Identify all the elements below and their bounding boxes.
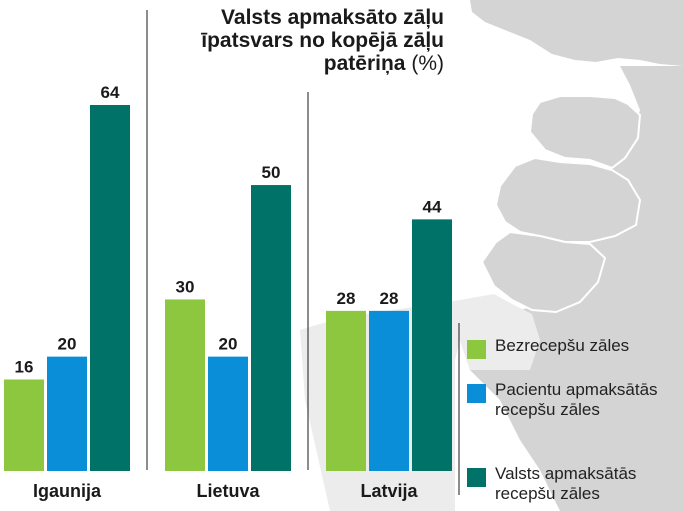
legend-swatch-teal [467,468,486,487]
map-lithuania-shape [480,230,607,314]
value-label-igaunija-series-3: 64 [101,83,120,102]
legend-item-valsts: Valsts apmaksātās recepšu zāles [467,464,670,504]
value-label-latvija-series-1: 28 [337,289,356,308]
bar-latvija-series-2 [369,310,409,471]
category-label-igaunija: Igaunija [33,481,102,501]
chart-title-unit: (%) [411,52,444,75]
value-label-latvija-series-3: 44 [423,197,442,216]
value-label-lietuva-series-1: 30 [176,277,195,296]
map-finland-shape [470,0,683,66]
value-label-igaunija-series-2: 20 [58,335,77,354]
bar-lietuva-series-2 [208,356,248,471]
value-label-lietuva-series-2: 20 [219,335,238,354]
legend-item-pacientu: Pacientu apmaksātās recepšu zāles [467,380,670,420]
bar-lietuva-series-1 [165,299,205,471]
chart-title-line-3: patēriņa (%) [150,52,444,75]
legend-label-valsts: Valsts apmaksātās recepšu zāles [495,464,637,503]
bar-latvija-series-3 [412,219,452,471]
chart-title-line-1: Valsts apmaksāto zāļu [221,6,444,29]
chart-title-line-3-text: patēriņa [323,52,406,75]
value-label-lietuva-series-3: 50 [262,163,281,182]
bar-lietuva-series-3 [251,185,291,471]
bar-latvija-series-1 [326,310,366,471]
chart-title: Valsts apmaksāto zāļu īpatsvars no kopēj… [150,6,444,75]
bar-igaunija-series-1 [4,379,44,471]
chart-title-line-2: īpatsvars no kopējā zāļu [201,29,444,52]
value-label-latvija-series-2: 28 [380,289,399,308]
map-estonia-shape [528,95,642,170]
bar-igaunija-series-2 [47,356,87,471]
map-latvia-shape [494,156,642,243]
category-label-latvija: Latvija [360,481,418,501]
value-label-igaunija-series-1: 16 [15,358,34,377]
legend-item-bezrecepsu: Bezrecepšu zāles [467,336,670,359]
legend-label-pacientu: Pacientu apmaksātās recepšu zāles [495,380,658,419]
category-label-lietuva: Lietuva [196,481,260,501]
legend-swatch-blue [467,384,486,403]
legend-swatch-green [467,340,486,359]
bar-igaunija-series-3 [90,105,130,471]
legend-label-bezrecepsu: Bezrecepšu zāles [495,336,630,355]
